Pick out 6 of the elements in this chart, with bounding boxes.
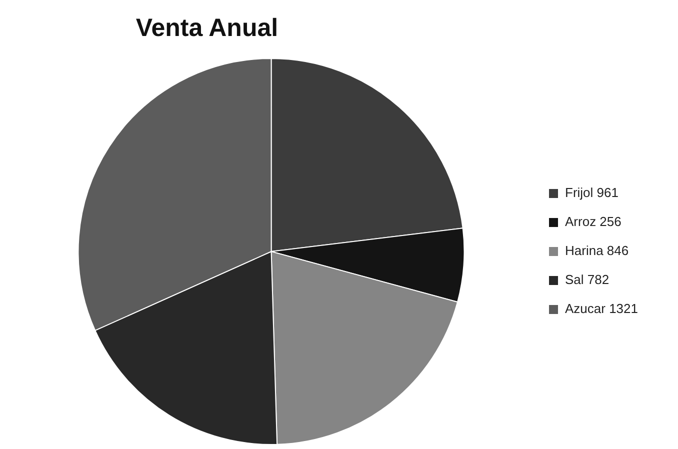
legend-label: Arroz 256 [565,214,622,230]
chart-title: Venta Anual [134,14,280,43]
legend-label: Harina 846 [565,243,629,258]
legend-label: Sal 782 [565,272,610,288]
legend-label: Frijol 961 [565,185,618,200]
legend-label: Azucar 1321 [565,301,638,316]
